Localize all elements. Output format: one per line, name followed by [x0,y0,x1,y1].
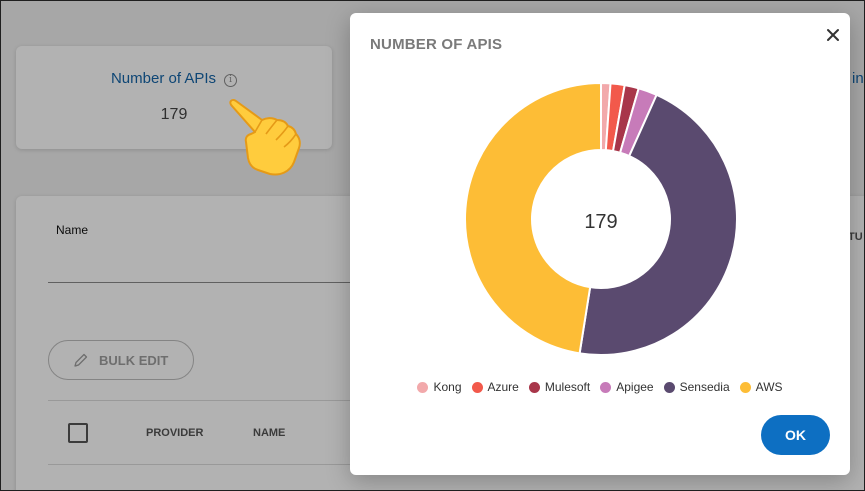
name-field-label: Name [56,223,89,237]
donut-slices [464,81,738,356]
donut-slice-aws[interactable] [464,81,602,355]
legend-item-azure[interactable]: Azure [471,380,519,394]
apis-donut-chart: 179 [464,81,738,356]
legend-label: Kong [433,380,462,394]
ok-button[interactable]: OK [761,415,830,455]
metric-title: Number of APIs i [16,70,332,87]
legend-label: Azure [487,380,519,394]
legend-item-mulesoft[interactable]: Mulesoft [528,380,591,394]
legend-swatch [471,381,483,393]
legend-swatch [417,381,429,393]
legend-label: Sensedia [679,380,730,394]
legend-label: Apigee [616,380,654,394]
metric-value: 179 [160,106,188,123]
metric-title-text: Number of APIs [110,70,217,87]
legend-item-aws[interactable]: AWS [739,380,783,394]
table-header-divider [48,464,368,465]
pointing-hand-icon [229,98,301,176]
legend-swatch [663,381,675,393]
donut-center-total: 179 [584,211,617,233]
column-header-status-partial: TU [848,231,863,243]
legend-label: Mulesoft [544,380,591,394]
legend-item-kong[interactable]: Kong [417,380,462,394]
close-icon[interactable] [822,24,844,46]
number-of-apis-card: Number of APIs i 179 [16,46,332,149]
chart-legend: Kong Azure Mulesoft Apigee Sensedia AWS [350,379,850,395]
bulk-edit-button[interactable]: BULK EDIT [48,340,194,380]
select-all-checkbox[interactable] [68,423,88,443]
legend-item-apigee[interactable]: Apigee [600,380,654,394]
column-header-name[interactable]: NAME [253,427,286,439]
table-top-divider [48,400,368,401]
legend-swatch [600,381,612,393]
name-field-underline[interactable] [48,282,368,283]
partial-card-title: in [852,70,864,87]
info-icon[interactable]: i [224,74,238,87]
number-of-apis-dialog: NUMBER OF APIS 179 Kong Azure Mulesoft Apig… [350,13,850,475]
legend-item-sensedia[interactable]: Sensedia [663,380,730,394]
donut-slice-sensedia[interactable] [578,93,738,356]
bulk-edit-label: BULK EDIT [99,352,169,368]
legend-label: AWS [755,380,783,394]
legend-swatch [739,381,751,393]
legend-swatch [528,381,540,393]
pencil-icon [74,353,88,367]
dialog-title: NUMBER OF APIS [370,36,503,53]
column-header-provider[interactable]: PROVIDER [146,427,204,439]
